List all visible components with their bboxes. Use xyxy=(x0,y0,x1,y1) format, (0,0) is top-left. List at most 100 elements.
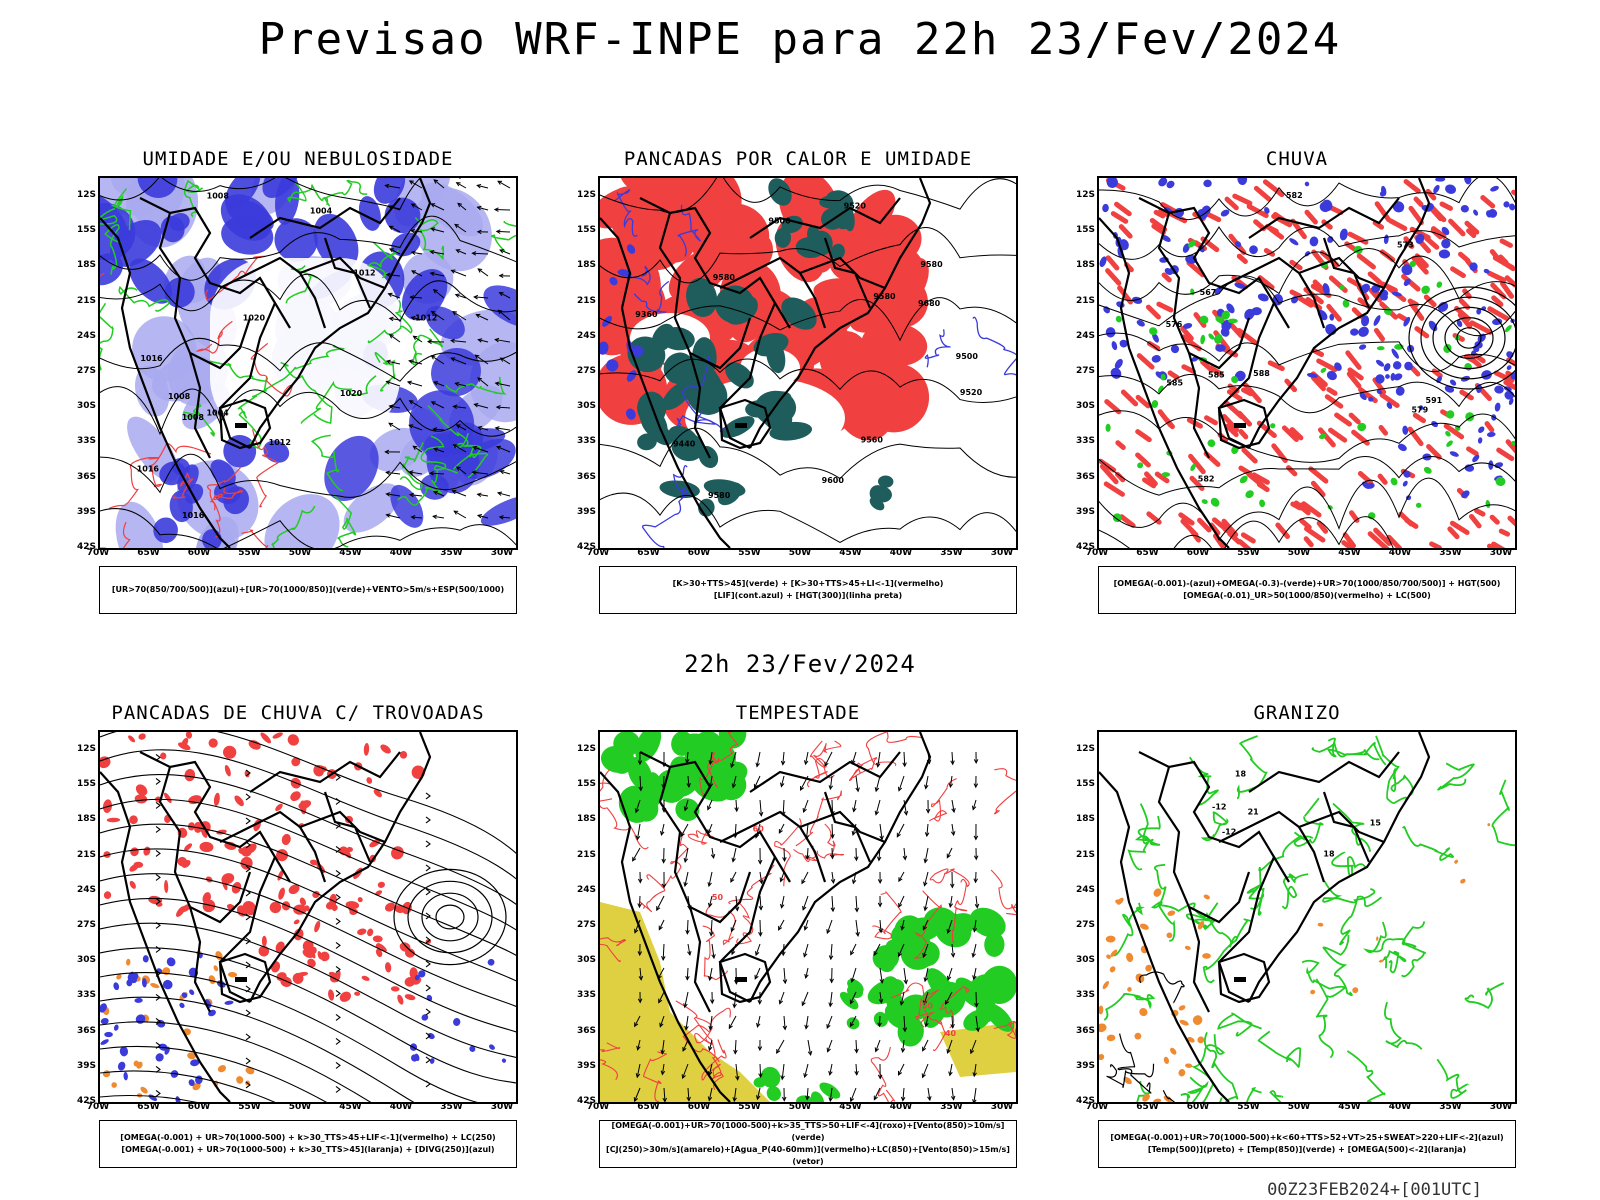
latitude-label: 12S xyxy=(576,190,596,200)
main-title: Previsao WRF-INPE para 22h 23/Fev/2024 xyxy=(258,14,1342,65)
longitude-label: 40W xyxy=(389,548,413,558)
latitude-label: 39S xyxy=(76,506,96,517)
longitude-label: 45W xyxy=(1338,548,1361,558)
longitude-label: 35W xyxy=(440,1102,463,1112)
forecast-time-label: 22h 23/Fev/2024 xyxy=(684,650,916,678)
contour-label: 1016 xyxy=(137,464,160,473)
contour-label: 567 xyxy=(1200,288,1217,297)
map-canvas: 9580 9560 9580 9580 9580 9520 9500 9520 9440 9360… xyxy=(600,178,1016,548)
run-timestamp: 00Z23FEB2024+[001UTC] xyxy=(1267,1180,1482,1200)
longitude-label: 70W xyxy=(1085,548,1109,558)
contour-label: 1012 xyxy=(353,269,375,278)
latitude-label: 36S xyxy=(576,471,596,482)
longitude-label: 70W xyxy=(586,1102,610,1112)
latitude-label: 42S xyxy=(576,542,596,552)
contour-label: 1004 xyxy=(310,206,333,215)
latitude-label: 21S xyxy=(1075,849,1095,860)
latitude-label: 33S xyxy=(576,990,596,1001)
latitude-label: 12S xyxy=(76,190,96,200)
longitude-label: 30W xyxy=(490,1102,514,1112)
longitude-label: 60W xyxy=(687,1102,711,1112)
panel-granizo: GRANIZO -12 18 15 21 18 -12 12S 15S 18S 21S 24S 27S 3… xyxy=(1076,702,1517,1187)
map-canvas xyxy=(100,732,516,1102)
longitude-label: 60W xyxy=(187,1102,211,1112)
legend-line: [OMEGA(-0.01)_UR>50(1000/850)(vermelho) … xyxy=(1183,591,1431,600)
longitude-label: 55W xyxy=(738,548,761,558)
legend-line: [OMEGA(-0.001) + UR>70(1000-500) + k>30_… xyxy=(121,1145,495,1154)
latitude-label: 15S xyxy=(1075,225,1095,236)
longitude-label: 60W xyxy=(687,548,711,558)
legend-line: [OMEGA(-0.001)-(azul)+OMEGA(-0.3)-(verde… xyxy=(1113,579,1501,588)
contour-label: 573 xyxy=(1397,241,1414,250)
latitude-label: 24S xyxy=(1075,884,1095,895)
forecast-map: 1008 1012 1016 1004 1008 1012 1016 1020 1020 1016… xyxy=(98,176,518,550)
longitude-label: 45W xyxy=(839,1102,862,1112)
latitude-label: 36S xyxy=(576,1025,596,1036)
latitude-label: 30S xyxy=(1075,955,1095,966)
contour-label: -12 xyxy=(1222,828,1236,837)
contour-label: 1020 xyxy=(243,313,266,322)
longitude-label: 30W xyxy=(990,548,1014,558)
longitude-label: 35W xyxy=(1439,1102,1462,1112)
longitude-label: 30W xyxy=(1489,548,1513,558)
panel-tempestade: TEMPESTADE 50 50 60 40 12S 15S 18S 21S 24S 27S 30S 3… xyxy=(577,702,1018,1187)
contour-label: 579 xyxy=(1411,405,1428,414)
forecast-map: 585 582 588 591 579 576 573 567 582 585 xyxy=(1097,176,1517,550)
latitude-label: 39S xyxy=(1075,1060,1095,1071)
latitude-label: 39S xyxy=(76,1060,96,1071)
panel-title: PANCADAS DE CHUVA C/ TROVOADAS xyxy=(111,702,485,724)
latitude-label: 15S xyxy=(576,225,596,236)
forecast-map xyxy=(98,730,518,1104)
contour-label: 9520 xyxy=(844,201,867,210)
contour-label: 9580 xyxy=(920,260,943,269)
longitude-label: 50W xyxy=(788,1102,812,1112)
latitude-label: 42S xyxy=(76,1096,96,1106)
contour-label: 9520 xyxy=(960,388,983,397)
panel-chuva: CHUVA 585 582 588 591 579 576 573 567 582 585 12S 15… xyxy=(1076,148,1517,633)
longitude-label: 50W xyxy=(788,548,812,558)
contour-label: 9560 xyxy=(861,436,884,445)
latitude-label: 33S xyxy=(76,990,96,1001)
latitude-label: 18S xyxy=(76,260,96,271)
latitude-label: 36S xyxy=(76,1025,96,1036)
contour-label: 591 xyxy=(1426,396,1443,405)
contour-label: -12 xyxy=(1212,803,1226,812)
contour-label: 9580 xyxy=(713,273,736,282)
latitude-label: 24S xyxy=(576,330,596,341)
map-canvas: -12 18 15 21 18 -12 xyxy=(1099,732,1515,1102)
longitude-label: 60W xyxy=(1186,1102,1210,1112)
contour-label: 1012 xyxy=(415,313,437,322)
latitude-label: 21S xyxy=(576,849,596,860)
latitude-label: 30S xyxy=(76,955,96,966)
contour-label: 1016 xyxy=(182,511,205,520)
panel-title: GRANIZO xyxy=(1253,702,1341,724)
panel-umidade: UMIDADE E/OU NEBULOSIDADE 1008 1012 1016 100… xyxy=(77,148,518,633)
longitude-label: 55W xyxy=(1237,548,1260,558)
latitude-label: 27S xyxy=(1075,366,1095,376)
forecast-map: -12 18 15 21 18 -12 xyxy=(1097,730,1517,1104)
latitude-label: 27S xyxy=(76,366,96,376)
contour-label: 9440 xyxy=(673,439,696,448)
latitude-label: 12S xyxy=(576,744,596,754)
latitude-label: 24S xyxy=(1075,330,1095,341)
longitude-label: 60W xyxy=(1186,548,1210,558)
latitude-label: 39S xyxy=(1075,506,1095,517)
longitude-label: 60W xyxy=(187,548,211,558)
panel-title: TEMPESTADE xyxy=(735,702,861,724)
panel-legend: [OMEGA(-0.001)+UR>70(1000-500)+k>35_TTS>… xyxy=(599,1120,1017,1168)
longitude-label: 70W xyxy=(586,548,610,558)
contour-label: 585 xyxy=(1208,370,1225,379)
contour-label: 1012 xyxy=(269,438,291,447)
latitude-label: 15S xyxy=(76,779,96,790)
longitude-label: 40W xyxy=(889,1102,913,1112)
longitude-label: 35W xyxy=(440,548,463,558)
contour-label: 50 xyxy=(712,893,724,902)
latitude-label: 30S xyxy=(576,955,596,966)
contour-label: 1008 xyxy=(182,413,205,422)
longitude-label: 55W xyxy=(738,1102,761,1112)
latitude-label: 12S xyxy=(1075,744,1095,754)
latitude-label: 18S xyxy=(576,260,596,271)
latitude-label: 21S xyxy=(576,295,596,306)
panel-title: CHUVA xyxy=(1265,148,1329,170)
latitude-label: 42S xyxy=(1075,542,1095,552)
